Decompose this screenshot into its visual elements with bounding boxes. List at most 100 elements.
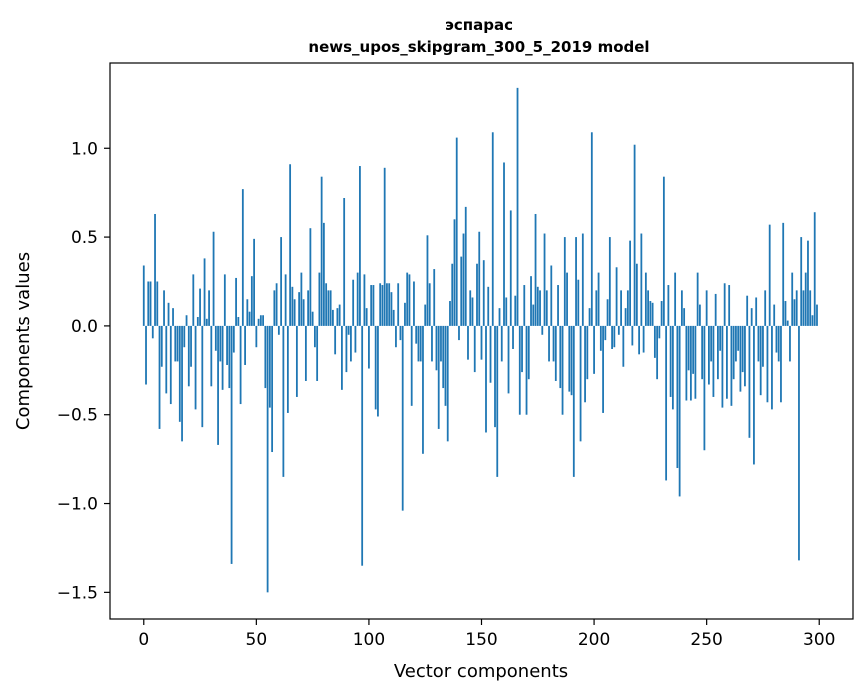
bar [313,325,316,348]
bar [232,325,235,353]
bar [771,325,773,410]
bar [651,302,654,326]
bar [644,272,647,326]
bar [786,320,789,326]
y-axis-label: Components values [13,252,34,430]
bar [460,256,463,326]
bar [629,240,631,326]
bar [809,290,812,326]
bar [514,295,517,326]
bar [259,315,262,326]
bar [437,325,440,429]
bar [800,237,803,326]
bar [455,137,458,326]
bar [284,274,287,326]
bar [548,325,550,362]
bar [748,325,751,438]
bar [496,325,499,477]
bar [174,325,177,362]
bar [397,283,400,326]
bar [559,325,562,389]
y-tick-label: −1.5 [57,583,98,603]
bar [804,272,807,326]
bar [590,132,593,326]
bar [597,272,600,326]
bar [210,325,213,387]
bar [440,325,442,362]
bar [791,272,794,326]
bar [680,290,683,326]
bar [671,325,674,410]
bar [802,290,805,326]
bar [350,325,352,362]
bar [568,325,571,392]
bar [181,325,183,442]
bar [678,325,681,497]
bar [721,325,724,408]
bar [431,325,433,362]
bar [798,325,800,561]
bar [172,308,174,326]
bar [428,283,431,326]
bar [183,325,186,348]
bar [212,231,215,326]
bar [476,263,478,326]
bar [780,325,782,403]
bar [451,263,454,326]
bar [557,285,559,326]
x-tick-label: 300 [803,630,835,650]
bar [480,325,483,360]
bar [811,315,814,326]
bar [656,325,659,380]
bar [649,301,652,326]
bar [703,325,706,451]
bar [505,297,508,326]
bar [768,224,771,326]
bar [154,213,156,326]
bar [647,290,650,326]
bar [228,325,231,389]
bar [545,290,548,326]
bar [300,272,303,326]
bar [708,325,710,385]
bar [239,325,242,405]
bar [534,213,537,326]
bar [741,325,744,373]
bar [633,144,636,326]
bar [345,325,348,373]
bar [469,290,472,326]
bar [509,210,512,326]
bar [291,286,294,326]
bar [246,299,249,326]
bar [795,290,798,326]
bar [759,325,762,396]
bar [320,176,323,326]
bar [410,325,413,406]
bar [332,309,334,326]
bar [622,325,625,367]
bar [692,325,695,374]
bar [696,272,699,326]
bar [728,285,731,326]
bar [264,325,267,389]
bar [214,325,217,351]
bar [149,281,152,326]
bar [532,304,535,326]
bar [701,325,704,380]
bar [277,325,280,335]
bar [163,290,165,326]
bar [473,325,476,373]
bar [613,325,616,348]
bar [518,325,521,415]
bar [602,325,604,413]
bar [552,325,555,362]
bar [669,325,672,397]
bar [223,274,226,326]
bar [190,325,192,367]
bar [640,233,643,326]
bar [338,304,341,326]
bar [685,325,688,401]
bar [467,325,469,360]
bar [471,297,474,326]
bar [550,265,553,326]
